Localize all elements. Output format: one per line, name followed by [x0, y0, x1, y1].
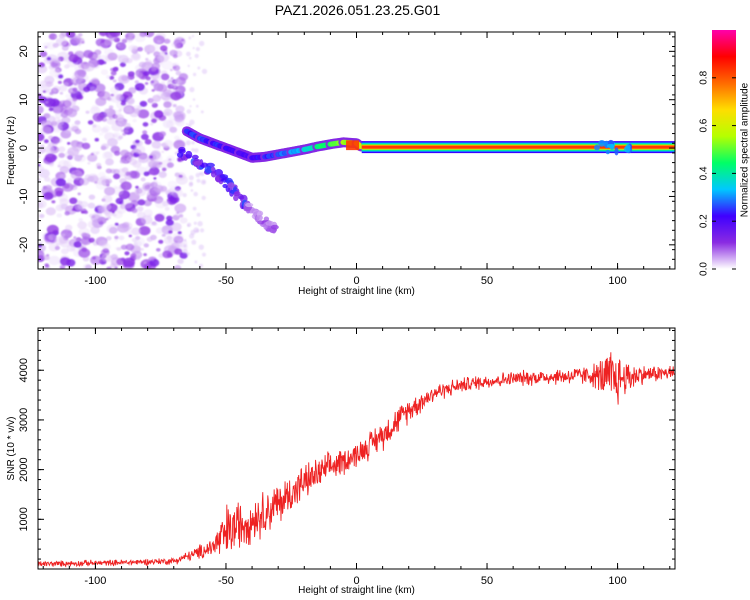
snr-series-line — [38, 352, 675, 568]
snr-xtick-label: -50 — [218, 575, 234, 587]
spectrogram-xtick-label: -50 — [218, 275, 234, 287]
colorbar-tick-label: 0.6 — [699, 118, 710, 132]
track-disturbance — [594, 139, 633, 156]
figure-title: PAZ1.2026.051.23.25.G01 — [274, 2, 441, 18]
spectrogram-ytick-label: 0 — [18, 145, 30, 151]
snr-clip — [38, 352, 675, 568]
spectrogram-ylabel: Frequency (Hz) — [6, 116, 17, 185]
noise-blobs — [38, 32, 208, 269]
colorbar: 0.0 0.2 0.4 0.6 0.8 Normalized spectral ampli… — [699, 30, 750, 276]
snr-xtick-label: 0 — [353, 575, 359, 587]
spectrogram-xtick-label: -100 — [84, 275, 106, 287]
snr-ytick-label: 3000 — [18, 408, 30, 432]
spectrogram-xtick-label: 100 — [608, 275, 626, 287]
snr-ytick-label: 4000 — [18, 358, 30, 382]
snr-xtick-label: -100 — [84, 575, 106, 587]
colorbar-tick-label: 0.0 — [699, 262, 710, 276]
snr-ytick-label: 2000 — [18, 457, 30, 481]
snr-xtick-label: 50 — [481, 575, 493, 587]
snr-ytick-label: 1000 — [18, 507, 30, 531]
spectrogram-xtick-label: 50 — [481, 275, 493, 287]
track-transition — [346, 140, 360, 151]
spectrogram-ytick-label: -20 — [18, 237, 30, 253]
secondary-track — [177, 146, 279, 234]
colorbar-tick-label: 0.4 — [699, 166, 710, 180]
snr-ylabel: SNR (10 * v/v) — [6, 417, 17, 481]
main-track — [181, 126, 675, 163]
spectrogram-ytick-label: 10 — [18, 94, 30, 106]
snr-frame — [37, 327, 676, 570]
spectrogram-ytick-label: 20 — [18, 45, 30, 57]
snr-plot: -100 -50 0 50 100 1000 2000 3000 4000 Height of s… — [6, 327, 676, 596]
spectrogram-ytick-label: -10 — [18, 188, 30, 204]
snr-xlabel: Height of straight line (km) — [298, 585, 415, 596]
spectrogram-xtick-label: 0 — [353, 275, 359, 287]
colorbar-tick-label: 0.8 — [699, 70, 710, 84]
snr-xtick-label: 100 — [608, 575, 626, 587]
spectrogram-image — [38, 32, 675, 269]
track-band-core — [361, 145, 675, 149]
colorbar-label: Normalized spectral amplitude — [740, 82, 750, 217]
colorbar-gradient — [712, 30, 736, 269]
colorbar-tick-label: 0.2 — [699, 214, 710, 228]
spectrogram-xlabel: Height of straight line (km) — [298, 286, 415, 297]
